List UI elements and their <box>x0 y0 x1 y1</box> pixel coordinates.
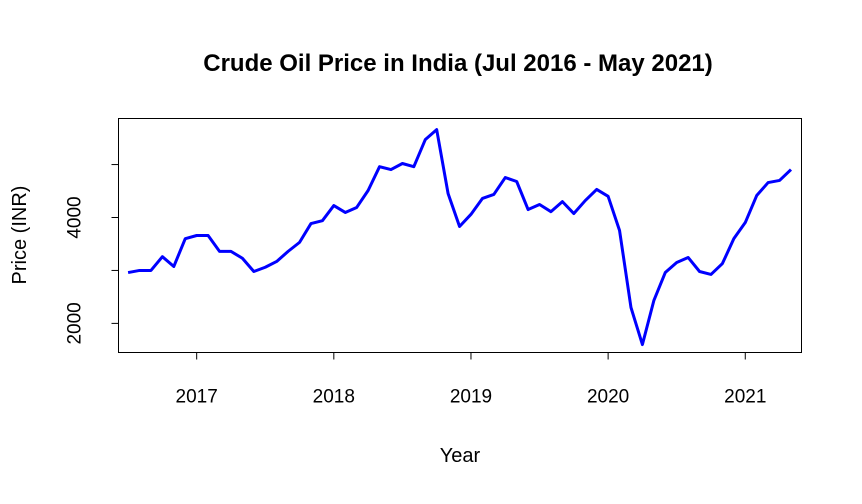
plot-frame <box>119 119 802 353</box>
price-series-line <box>128 130 791 345</box>
y-axis-label: Price (INR) <box>9 186 31 285</box>
x-tick-label: 2021 <box>724 387 766 408</box>
x-axis-label: Year <box>440 445 481 467</box>
data-points <box>128 130 791 345</box>
x-tick-label: 2018 <box>313 387 355 408</box>
x-axis: 2017 2018 2019 2020 2021 <box>176 353 767 408</box>
x-tick-label: 2019 <box>450 387 492 408</box>
y-axis: 2000 4000 <box>65 165 119 345</box>
x-tick-label: 2017 <box>176 387 218 408</box>
chart-title: Crude Oil Price in India (Jul 2016 - May… <box>203 50 713 77</box>
y-tick-label: 4000 <box>65 196 86 238</box>
y-tick-label: 2000 <box>65 302 86 344</box>
x-tick-label: 2020 <box>587 387 629 408</box>
